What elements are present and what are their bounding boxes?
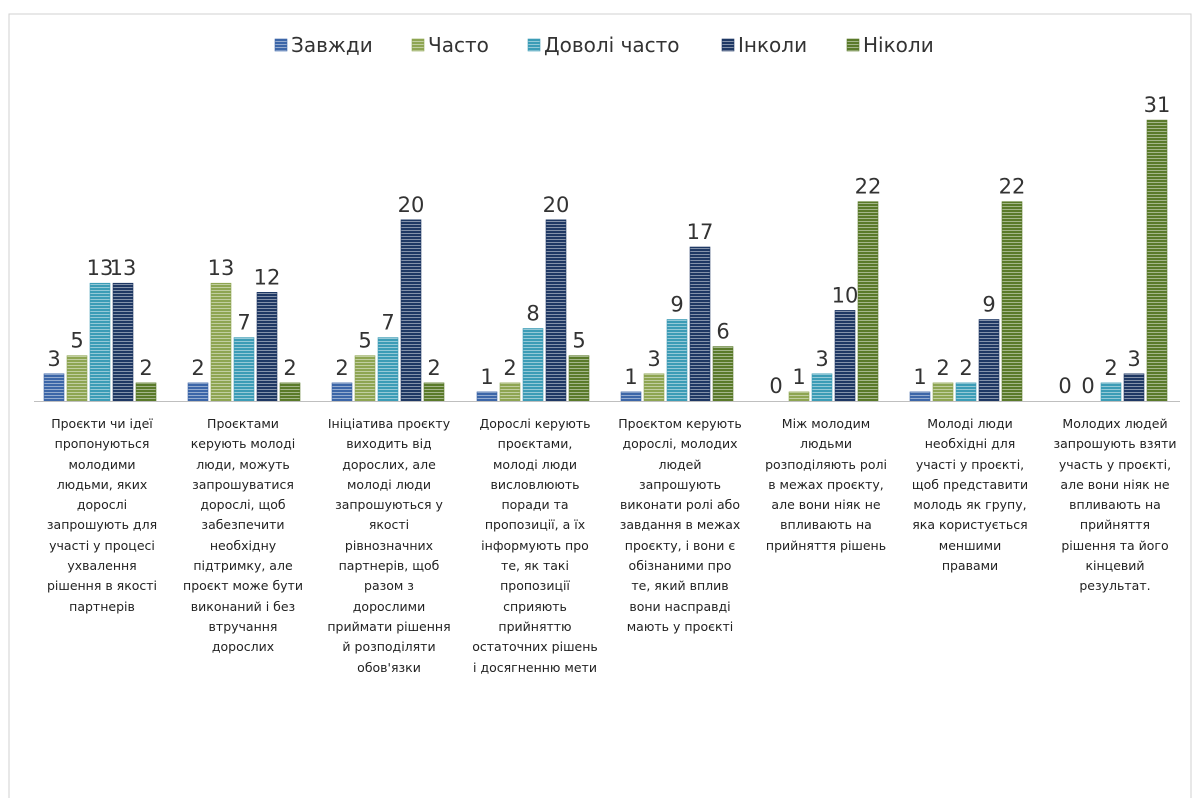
bar (1146, 119, 1168, 402)
data-label: 3 (1127, 347, 1140, 371)
data-label: 9 (982, 293, 995, 317)
legend-swatch (274, 38, 288, 52)
bar (978, 319, 1000, 402)
data-label: 2 (959, 356, 972, 380)
data-label: 2 (191, 356, 204, 380)
legend-label: Інколи (738, 33, 807, 57)
data-label: 17 (687, 220, 714, 244)
data-label: 2 (335, 356, 348, 380)
data-label: 22 (855, 175, 882, 199)
data-label: 7 (237, 311, 250, 335)
bar (568, 355, 590, 402)
legend: Завжди Часто Доволі часто Інколи Ніколи (274, 33, 934, 57)
bar (135, 382, 157, 402)
data-label: 6 (716, 320, 729, 344)
bars-group (43, 119, 1168, 402)
bar (545, 219, 567, 402)
data-label: 0 (1081, 374, 1094, 398)
data-label: 7 (381, 311, 394, 335)
bar (112, 282, 134, 402)
legend-swatch (721, 38, 735, 52)
bar (377, 337, 399, 402)
data-label: 5 (358, 329, 371, 353)
data-label: 9 (670, 293, 683, 317)
bar (834, 310, 856, 402)
data-label: 0 (1058, 374, 1071, 398)
bar (788, 391, 810, 402)
bar (689, 246, 711, 402)
data-label: 8 (526, 302, 539, 326)
bar (43, 373, 65, 402)
bar (476, 391, 498, 402)
bar (811, 373, 833, 402)
legend-swatch (527, 38, 541, 52)
data-label: 2 (283, 356, 296, 380)
data-label: 1 (913, 365, 926, 389)
bar (66, 355, 88, 402)
chart-frame (8, 13, 1192, 798)
bar (643, 373, 665, 402)
bar (210, 282, 232, 402)
bar (187, 382, 209, 402)
legend-swatch (411, 38, 425, 52)
bar (354, 355, 376, 402)
data-label: 31 (1144, 93, 1171, 117)
bar (620, 391, 642, 402)
bar (909, 391, 931, 402)
legend-label: Часто (428, 33, 489, 57)
data-label: 3 (815, 347, 828, 371)
data-label: 20 (543, 193, 570, 217)
data-label: 0 (769, 374, 782, 398)
data-label: 5 (70, 329, 83, 353)
bar (233, 337, 255, 402)
bar (279, 382, 301, 402)
bar (256, 291, 278, 402)
legend-label: Доволі часто (544, 33, 680, 57)
bar (857, 201, 879, 402)
data-label: 2 (427, 356, 440, 380)
data-label: 12 (254, 265, 281, 289)
data-label: 13 (208, 256, 235, 280)
bar (499, 382, 521, 402)
data-label: 3 (47, 347, 60, 371)
data-label: 2 (936, 356, 949, 380)
bar (400, 219, 422, 402)
bar (423, 382, 445, 402)
bar (932, 382, 954, 402)
bar (1001, 201, 1023, 402)
data-label: 1 (792, 365, 805, 389)
data-label: 1 (624, 365, 637, 389)
data-label: 1 (480, 365, 493, 389)
legend-swatch (846, 38, 860, 52)
legend-label: Ніколи (863, 33, 934, 57)
data-label: 13 (87, 256, 114, 280)
data-label: 2 (139, 356, 152, 380)
data-label: 5 (572, 329, 585, 353)
data-label: 2 (503, 356, 516, 380)
bar (522, 328, 544, 402)
bar (955, 382, 977, 402)
bar (712, 346, 734, 402)
data-label: 3 (647, 347, 660, 371)
data-label: 10 (832, 283, 859, 307)
bar (1100, 382, 1122, 402)
data-label: 22 (999, 175, 1026, 199)
data-label: 13 (110, 256, 137, 280)
bar (331, 382, 353, 402)
bar (89, 282, 111, 402)
bar (666, 319, 688, 402)
legend-label: Завжди (291, 33, 373, 57)
bar (1123, 373, 1145, 402)
data-label: 20 (398, 193, 425, 217)
data-label: 2 (1104, 356, 1117, 380)
